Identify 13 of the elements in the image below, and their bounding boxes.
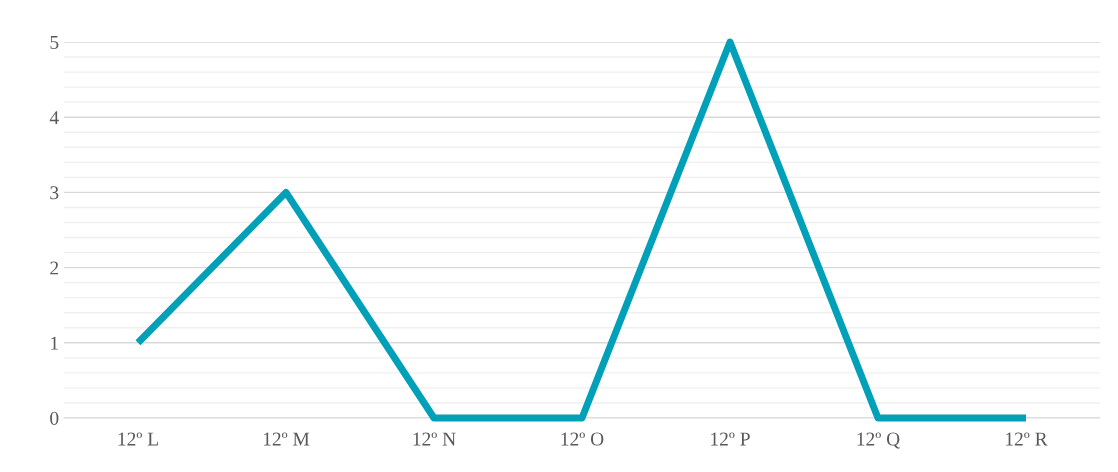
- x-tick-label: 12º R: [1006, 432, 1048, 446]
- x-tick-label: 12º P: [711, 432, 750, 446]
- x-tick-label: 12º Q: [857, 432, 900, 449]
- x-tick-label: 12º L: [118, 432, 158, 446]
- y-tick-label: 5: [50, 36, 59, 49]
- x-tick-label: 12º O: [561, 432, 604, 446]
- y-tick-label: 4: [49, 111, 59, 124]
- y-tick-label: 1: [51, 336, 58, 350]
- y-tick-label: 2: [50, 261, 59, 275]
- x-tick-label: 12º M: [263, 432, 310, 446]
- x-tick-label: 12º N: [413, 432, 456, 446]
- y-tick-label: 0: [50, 411, 59, 425]
- y-tick-label: 3: [50, 186, 59, 200]
